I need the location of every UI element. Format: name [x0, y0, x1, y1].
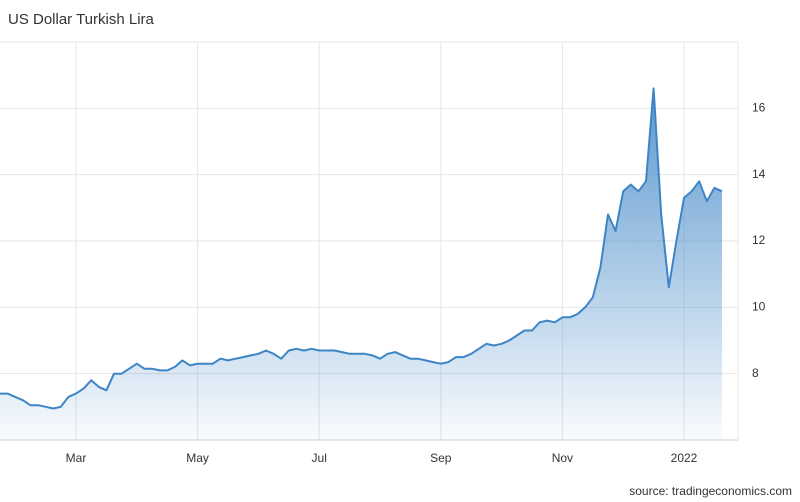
y-tick-label: 8	[752, 366, 759, 380]
source-note: source: tradingeconomics.com	[629, 484, 792, 498]
y-tick-label: 14	[752, 167, 766, 181]
x-tick-label: Mar	[66, 451, 87, 465]
line	[0, 87, 723, 410]
x-tick-label: Jul	[312, 451, 327, 465]
y-tick-label: 12	[752, 233, 766, 247]
x-tick-label: Sep	[430, 451, 452, 465]
x-tick-label: May	[186, 451, 209, 465]
x-tick-label: 2022	[671, 451, 698, 465]
area	[0, 88, 722, 441]
x-tick-label: Nov	[552, 451, 573, 465]
chart-title: US Dollar Turkish Lira	[8, 11, 155, 28]
y-tick-label: 10	[752, 300, 766, 314]
y-tick-label: 16	[752, 101, 766, 115]
